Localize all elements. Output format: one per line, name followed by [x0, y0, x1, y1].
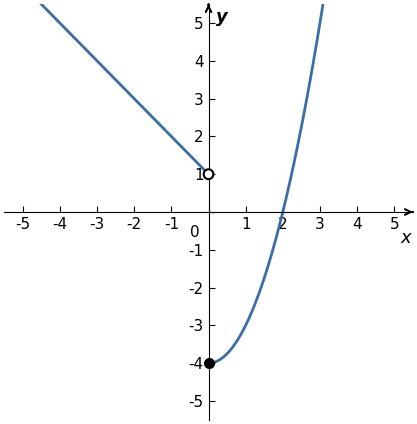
Circle shape: [203, 169, 214, 179]
Text: y: y: [216, 8, 228, 26]
Text: 0: 0: [190, 225, 199, 240]
Text: x: x: [400, 229, 411, 247]
